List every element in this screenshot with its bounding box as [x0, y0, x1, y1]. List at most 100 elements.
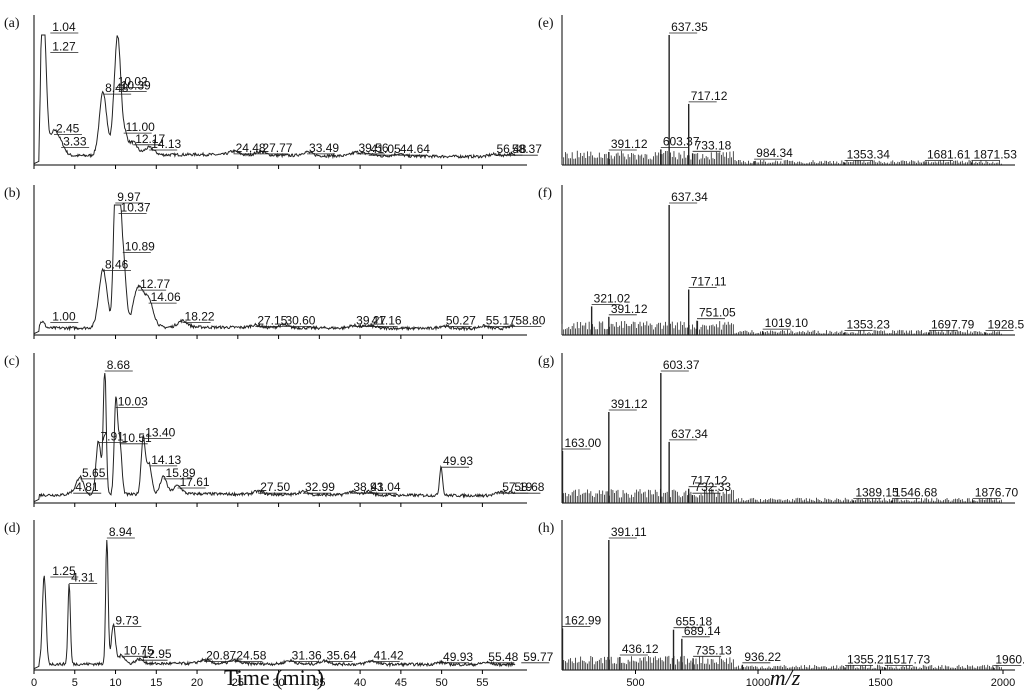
peak-label: 58.68: [514, 480, 544, 494]
peak-label: 31.36: [292, 649, 322, 663]
peak-label: 637.35: [671, 20, 708, 34]
x-tick-label: 1500: [868, 677, 892, 689]
panel-label: (b): [4, 186, 21, 201]
peak-label: 10.51: [122, 431, 152, 445]
peak-label: 717.12: [691, 474, 728, 488]
chromatogram-trace: [33, 34, 516, 165]
x-tick-label: 2000: [991, 677, 1015, 689]
peak-label: 9.73: [115, 613, 139, 627]
peak-label: 984.34: [756, 146, 793, 160]
peak-label: 7.91: [100, 430, 124, 444]
peak-label: 38.93: [353, 480, 383, 494]
peak-label: 9.97: [117, 190, 141, 204]
peak-label: 41.16: [372, 314, 402, 328]
x-tick-label: 0: [31, 677, 37, 689]
peak-label: 14.06: [151, 290, 181, 304]
peak-label: 1681.61: [927, 147, 971, 161]
peak-label: 27.50: [260, 480, 290, 494]
peak-label: 655.18: [676, 615, 713, 629]
peak-label: 732.33: [694, 480, 731, 494]
x-axis-title-mz: m/z: [770, 665, 801, 690]
peak-label: 1.25: [52, 564, 76, 578]
peak-label: 733.18: [695, 138, 732, 152]
x-axis-title-time: Time (min): [224, 665, 324, 690]
peak-label: 1355.21: [847, 652, 891, 666]
peak-label: 936.22: [744, 650, 781, 664]
panels: (a) 1.041.272.453.338.4810.0210.3911.0012…: [4, 15, 1024, 689]
peak-label: 39.56: [359, 141, 389, 155]
peak-label: 13.40: [145, 426, 175, 440]
peak-label: 1546.68: [894, 485, 938, 499]
peak-label: 14.13: [151, 137, 181, 151]
peak-label: 57.19: [502, 480, 532, 494]
peak-label: 4.81: [75, 480, 99, 494]
x-tick-label: 45: [395, 677, 407, 689]
peak-label: 11.00: [126, 120, 155, 134]
peak-label: 10.75: [124, 643, 154, 657]
peak-label: 49.93: [443, 650, 473, 664]
peak-label: 1697.79: [931, 317, 975, 331]
peak-label: 1353.23: [847, 317, 891, 331]
peak-label: 163.00: [564, 436, 601, 450]
peak-label: 2.45: [56, 121, 80, 135]
peak-label: 17.61: [180, 475, 210, 489]
peak-label: 1.04: [52, 20, 76, 34]
peak-label: 603.37: [663, 358, 700, 372]
peak-label: 12.95: [142, 647, 172, 661]
x-tick-label: 30: [272, 677, 284, 689]
x-tick-label: 35: [313, 677, 325, 689]
peak-label: 391.11: [611, 525, 647, 539]
peak-label: 35.64: [327, 649, 357, 663]
peak-label: 1.00: [52, 310, 76, 324]
peak-label: 10.39: [121, 79, 151, 93]
peak-label: 24.48: [236, 141, 266, 155]
peak-label: 56.48: [496, 142, 526, 156]
peak-label: 30.60: [285, 314, 315, 328]
panel-label: (e): [538, 16, 554, 31]
peak-label: 10.89: [125, 239, 155, 253]
peak-label: 55.48: [488, 650, 518, 664]
peak-label: 55.17: [486, 314, 516, 328]
peak-label: 735.13: [695, 643, 732, 657]
peak-label: 18.22: [185, 310, 215, 324]
peak-label: 14.13: [151, 453, 181, 467]
panel-label: (a): [4, 16, 20, 31]
peak-label: 8.94: [109, 525, 133, 539]
peak-label: 751.05: [699, 306, 736, 320]
panel-a: (a) 1.041.272.453.338.4810.0210.3911.0012…: [4, 15, 542, 169]
peak-label: 4.31: [71, 571, 95, 585]
x-tick-label: 25: [232, 677, 244, 689]
x-tick-label: 50: [436, 677, 448, 689]
peak-label: 391.12: [611, 397, 648, 411]
peak-label: 12.77: [140, 277, 170, 291]
panel-label: (g): [538, 354, 555, 369]
peak-label: 162.99: [564, 613, 601, 627]
peak-label: 1928.59: [988, 317, 1024, 331]
peak-label: 637.34: [671, 190, 708, 204]
panel-label: (c): [4, 354, 20, 369]
panel-label: (d): [4, 521, 21, 536]
peak-label: 391.12: [611, 137, 648, 151]
peak-label: 717.11: [691, 275, 727, 289]
peak-label: 8.68: [107, 358, 131, 372]
peak-label: 58.37: [512, 142, 542, 156]
peak-label: 27.77: [262, 141, 292, 155]
peak-label: 637.34: [671, 427, 708, 441]
x-tick-label: 20: [191, 677, 203, 689]
panel-label: (f): [538, 186, 552, 201]
peak-label: 10.03: [118, 394, 148, 408]
peak-label: 1389.15: [855, 485, 899, 499]
peak-label: 41.42: [374, 649, 404, 663]
chromatogram-trace: [33, 539, 516, 670]
peak-label: 717.12: [691, 89, 728, 103]
peak-label: 58.80: [515, 314, 545, 328]
peak-label: 1517.73: [887, 652, 931, 666]
peak-label: 689.14: [684, 624, 721, 638]
peak-label: 33.49: [309, 141, 339, 155]
peak-label: 20.87: [206, 649, 236, 663]
panel-d: (d) 0 5 10 15 20 25 30 35 40 45 50 55 1.254.31 8.94 9.7…: [4, 520, 554, 689]
panel-e: (e) 391.12 603.37 637.35 717.12 733.18 984.34 1…: [538, 15, 1017, 166]
panel-c: (c)4.815.657.918.6810.0310.5113.4014.131…: [4, 353, 545, 507]
peak-label: 321.02: [594, 291, 631, 305]
